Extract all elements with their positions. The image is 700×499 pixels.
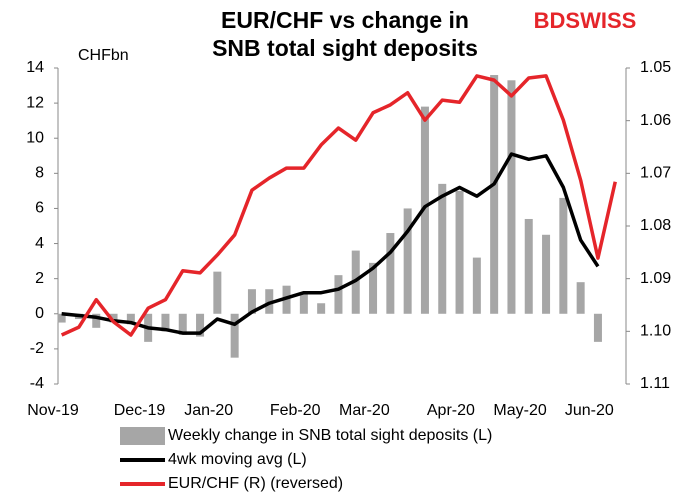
bar xyxy=(386,233,395,314)
bar xyxy=(576,282,585,314)
bar xyxy=(213,271,222,314)
y2-tick-label: 1.07 xyxy=(640,165,671,182)
line-series xyxy=(61,152,600,335)
bar xyxy=(559,197,568,314)
y2-tick-label: 1.10 xyxy=(640,323,671,340)
bar xyxy=(593,313,602,342)
bar xyxy=(334,275,343,314)
x-tick-label: Jun-20 xyxy=(565,402,614,419)
x-tick-label: Nov-19 xyxy=(27,402,79,419)
y2-tick-label: 1.05 xyxy=(640,59,671,76)
bar xyxy=(299,294,308,314)
y-tick-label: 10 xyxy=(26,129,44,146)
y2-tick-label: 1.09 xyxy=(640,270,671,287)
bar xyxy=(438,183,447,314)
bar xyxy=(524,218,533,314)
y2-tick-label: 1.06 xyxy=(640,112,671,129)
y-tick-label: 2 xyxy=(35,270,44,287)
chart-title: EUR/CHF vs change in xyxy=(221,7,469,33)
x-tick-label: Dec-19 xyxy=(114,402,166,419)
bar xyxy=(472,257,481,314)
bar xyxy=(247,289,256,314)
y-tick-label: 0 xyxy=(35,305,44,322)
bar xyxy=(455,190,464,314)
y-tick-label: 8 xyxy=(35,165,44,182)
bar xyxy=(490,75,499,314)
y2-tick-label: 1.11 xyxy=(640,375,670,392)
bar xyxy=(230,313,239,358)
y-tick-label: 6 xyxy=(35,200,44,217)
logo: BDSWISS xyxy=(534,8,637,33)
y-tick-label: -4 xyxy=(30,375,44,392)
line-series xyxy=(60,74,617,337)
bar xyxy=(161,313,170,332)
bar xyxy=(57,313,66,323)
bar xyxy=(317,303,326,314)
bar xyxy=(196,313,205,337)
bar xyxy=(92,313,101,328)
bar xyxy=(542,234,551,314)
legend-label: 4wk moving avg (L) xyxy=(168,451,307,468)
bar xyxy=(126,313,135,325)
bar xyxy=(178,313,187,335)
y-tick-label: -2 xyxy=(30,340,44,357)
y2-tick-label: 1.08 xyxy=(640,217,671,234)
legend-label: Weekly change in SNB total sight deposit… xyxy=(168,427,492,444)
bar xyxy=(420,106,429,314)
x-tick-label: Jan-20 xyxy=(184,402,233,419)
legend-swatch xyxy=(120,427,165,445)
y-tick-label: 14 xyxy=(26,59,44,76)
chart-title: SNB total sight deposits xyxy=(212,35,478,61)
x-tick-label: Mar-20 xyxy=(339,402,390,419)
y-tick-label: 4 xyxy=(35,235,44,252)
bar xyxy=(403,208,412,314)
y-tick-label: 12 xyxy=(26,94,44,111)
bar xyxy=(109,313,118,323)
y-unit-label: CHFbn xyxy=(78,47,129,64)
legend-label: EUR/CHF (R) (reversed) xyxy=(168,475,343,492)
x-tick-label: May-20 xyxy=(493,402,546,419)
bar xyxy=(507,80,516,314)
x-tick-label: Feb-20 xyxy=(270,402,321,419)
bar xyxy=(369,262,378,314)
x-tick-label: Apr-20 xyxy=(427,402,475,419)
